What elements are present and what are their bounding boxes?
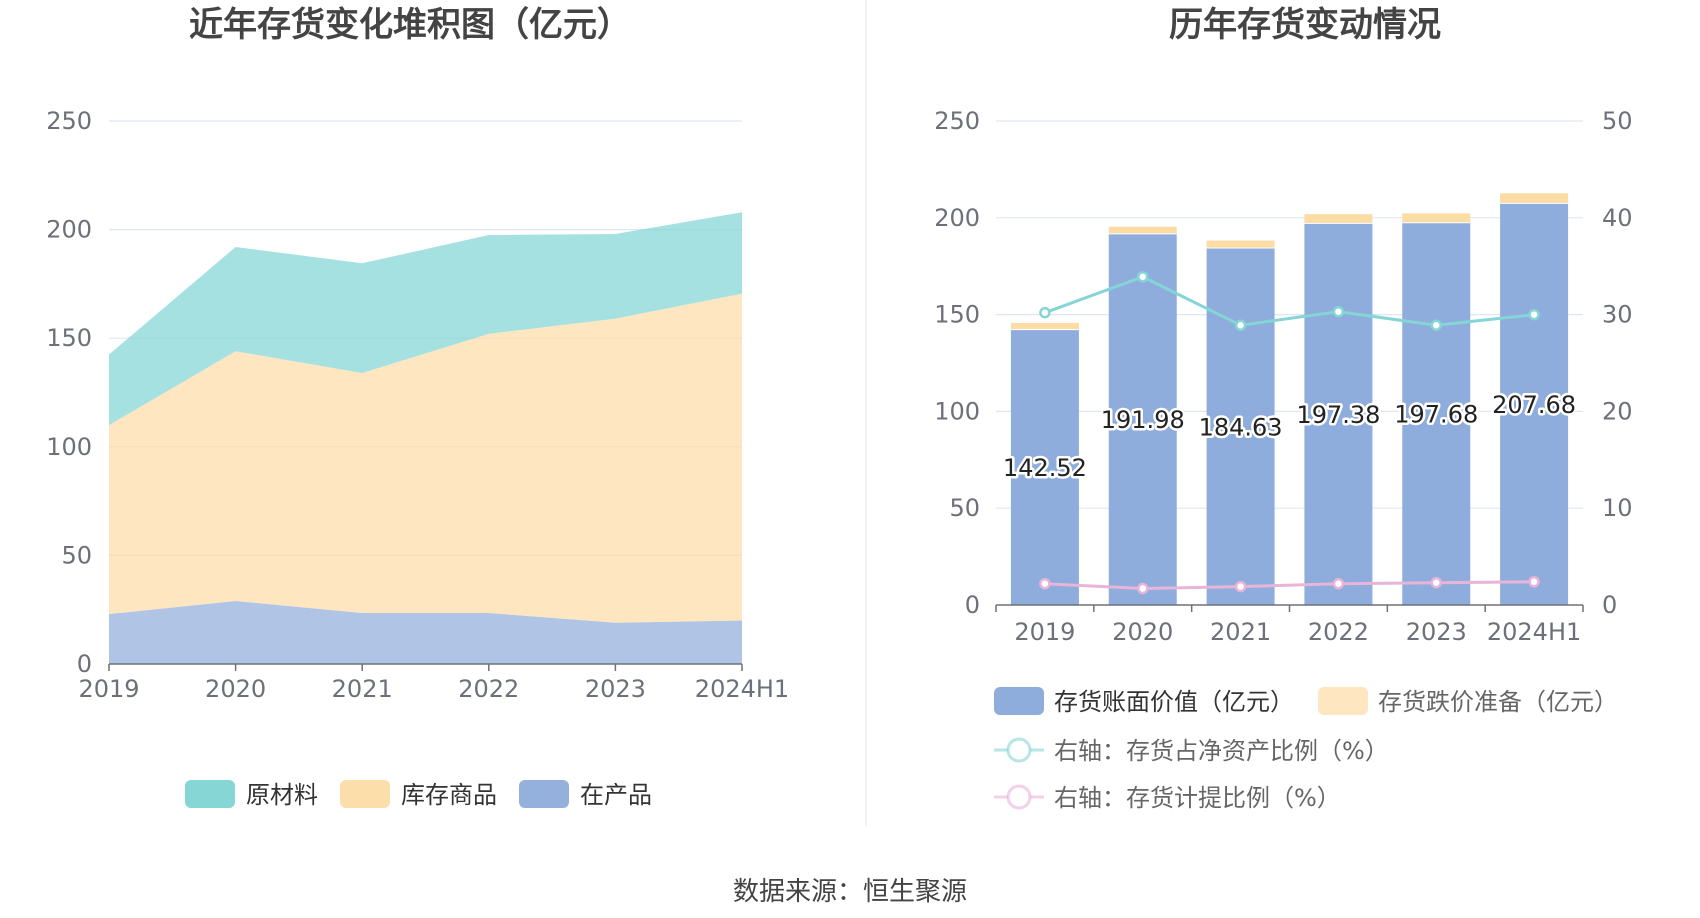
- legend-label: 原材料: [246, 781, 318, 809]
- y-tick-label: 200: [934, 204, 980, 232]
- area-库存商品: [109, 293, 742, 623]
- line-右轴：存货占净资产比例（%）: [1044, 275, 1535, 327]
- stacked-area-chart: 近年存货变化堆积图（亿元） 0 50 100 150 200 250 2019 2020 202…: [46, 5, 789, 809]
- legend-swatch[interactable]: [340, 780, 390, 808]
- bar-存货跌价准备（亿元）[interactable]: [1402, 213, 1471, 223]
- x-tick-label: 2021: [1210, 618, 1271, 646]
- y-tick-label: 0: [77, 650, 92, 678]
- line-point[interactable]: [1528, 308, 1540, 321]
- line-point[interactable]: [1039, 577, 1051, 590]
- line-point[interactable]: [1234, 319, 1247, 331]
- right-chart-title: 历年存货变动情况: [1169, 5, 1441, 45]
- legend-marker[interactable]: [1006, 784, 1032, 810]
- bar-data-label: 197.38: [1296, 401, 1380, 429]
- y2-tick-label: 0: [1602, 591, 1617, 619]
- legend-marker[interactable]: [1006, 737, 1032, 763]
- left-areas: [109, 212, 742, 664]
- legend-label: 右轴：存货计提比例（%）: [1054, 784, 1341, 812]
- legend-label: 库存商品: [401, 781, 497, 809]
- y-tick-label: 50: [949, 494, 980, 522]
- y2-tick-label: 20: [1602, 397, 1633, 425]
- x-tick-label: 2023: [585, 675, 646, 703]
- line-point[interactable]: [1430, 576, 1442, 589]
- area-在产品: [109, 601, 742, 664]
- legend-label: 在产品: [580, 781, 652, 809]
- bar-存货账面价值（亿元）[interactable]: [1010, 329, 1079, 605]
- bar-存货跌价准备（亿元）[interactable]: [1500, 193, 1569, 203]
- line-point[interactable]: [1234, 580, 1247, 593]
- bar-存货跌价准备（亿元）[interactable]: [1304, 214, 1373, 223]
- legend-label: 右轴：存货占净资产比例（%）: [1054, 737, 1389, 765]
- right-legend: 存货账面价值（亿元） 存货跌价准备（亿元） 右轴：存货占净资产比例（%） 右轴：存货计…: [994, 687, 1618, 812]
- bar-存货跌价准备（亿元）[interactable]: [1206, 240, 1275, 248]
- right-bars: [1010, 193, 1569, 606]
- bar-data-label: 207.68: [1492, 391, 1576, 419]
- legend-swatch[interactable]: [1318, 687, 1368, 715]
- y-tick-label: 150: [934, 301, 980, 329]
- bar-data-label: 142.52: [1003, 454, 1087, 482]
- y-tick-label: 250: [46, 107, 92, 135]
- y2-tick-label: 50: [1602, 107, 1633, 135]
- bar-存货账面价值（亿元）[interactable]: [1304, 222, 1373, 605]
- y2-tick-label: 10: [1602, 494, 1633, 522]
- bar-存货账面价值（亿元）[interactable]: [1206, 247, 1275, 605]
- bar-line-chart: 历年存货变动情况 142.52 191.98 184.63 197.38 197.68 2…: [934, 5, 1632, 812]
- bar-data-label: 191.98: [1101, 406, 1185, 434]
- y-tick-label: 200: [46, 216, 92, 244]
- right-data-labels: 142.52 191.98 184.63 197.38 197.68 207.68: [1000, 388, 1578, 484]
- bar-存货跌价准备（亿元）[interactable]: [1108, 226, 1177, 234]
- x-tick-label: 2019: [1014, 618, 1075, 646]
- right-lines: [1039, 271, 1540, 595]
- y-tick-label: 100: [934, 397, 980, 425]
- line-point[interactable]: [1039, 306, 1051, 319]
- x-tick-label: 2024H1: [1487, 618, 1581, 646]
- right-grid: [996, 120, 1583, 509]
- y-tick-label: 150: [46, 324, 92, 352]
- x-tick-label: 2024H1: [695, 675, 789, 703]
- y-tick-label: 0: [965, 591, 980, 619]
- line-右轴：存货计提比例（%）: [1044, 580, 1535, 591]
- line-point[interactable]: [1332, 577, 1345, 590]
- line-point[interactable]: [1332, 305, 1345, 318]
- x-tick-label: 2022: [1308, 618, 1369, 646]
- y-tick-label: 50: [61, 541, 92, 569]
- bar-存货账面价值（亿元）[interactable]: [1402, 222, 1471, 606]
- bar-存货跌价准备（亿元）[interactable]: [1010, 322, 1079, 330]
- line-point[interactable]: [1137, 582, 1149, 595]
- x-tick-label: 2023: [1406, 618, 1467, 646]
- y-tick-label: 250: [934, 107, 980, 135]
- legend-label: 存货账面价值（亿元）: [1054, 688, 1294, 716]
- bar-data-label: 197.68: [1394, 401, 1478, 429]
- x-tick-label: 2020: [205, 675, 266, 703]
- line-point[interactable]: [1137, 271, 1149, 283]
- right-axis: 0 50 100 150 200 250 0 10 20 30 40 50 2019 2020 2021 20…: [934, 107, 1632, 646]
- left-chart-title: 近年存货变化堆积图（亿元）: [189, 5, 631, 45]
- x-tick-label: 2022: [458, 675, 519, 703]
- legend-label: 存货跌价准备（亿元）: [1378, 688, 1618, 716]
- area-原材料: [109, 212, 742, 426]
- legend-swatch[interactable]: [994, 687, 1044, 715]
- bar-存货账面价值（亿元）[interactable]: [1500, 202, 1569, 605]
- y2-tick-label: 30: [1602, 301, 1633, 329]
- legend-swatch[interactable]: [519, 780, 569, 808]
- bar-存货账面价值（亿元）[interactable]: [1108, 233, 1177, 605]
- left-legend: 原材料 库存商品 在产品: [185, 780, 652, 809]
- y2-tick-label: 40: [1602, 204, 1633, 232]
- left-axis: 0 50 100 150 200 250 2019 2020 2021 2022 2023 2024H…: [46, 107, 789, 703]
- line-point[interactable]: [1528, 576, 1540, 588]
- x-tick-label: 2020: [1112, 618, 1173, 646]
- bar-data-label: 184.63: [1199, 413, 1283, 441]
- x-tick-label: 2019: [78, 675, 139, 703]
- legend-swatch[interactable]: [185, 780, 235, 808]
- data-source: 数据来源：恒生聚源: [733, 877, 967, 907]
- line-point[interactable]: [1430, 319, 1442, 331]
- y-tick-label: 100: [46, 433, 92, 461]
- x-tick-label: 2021: [332, 675, 393, 703]
